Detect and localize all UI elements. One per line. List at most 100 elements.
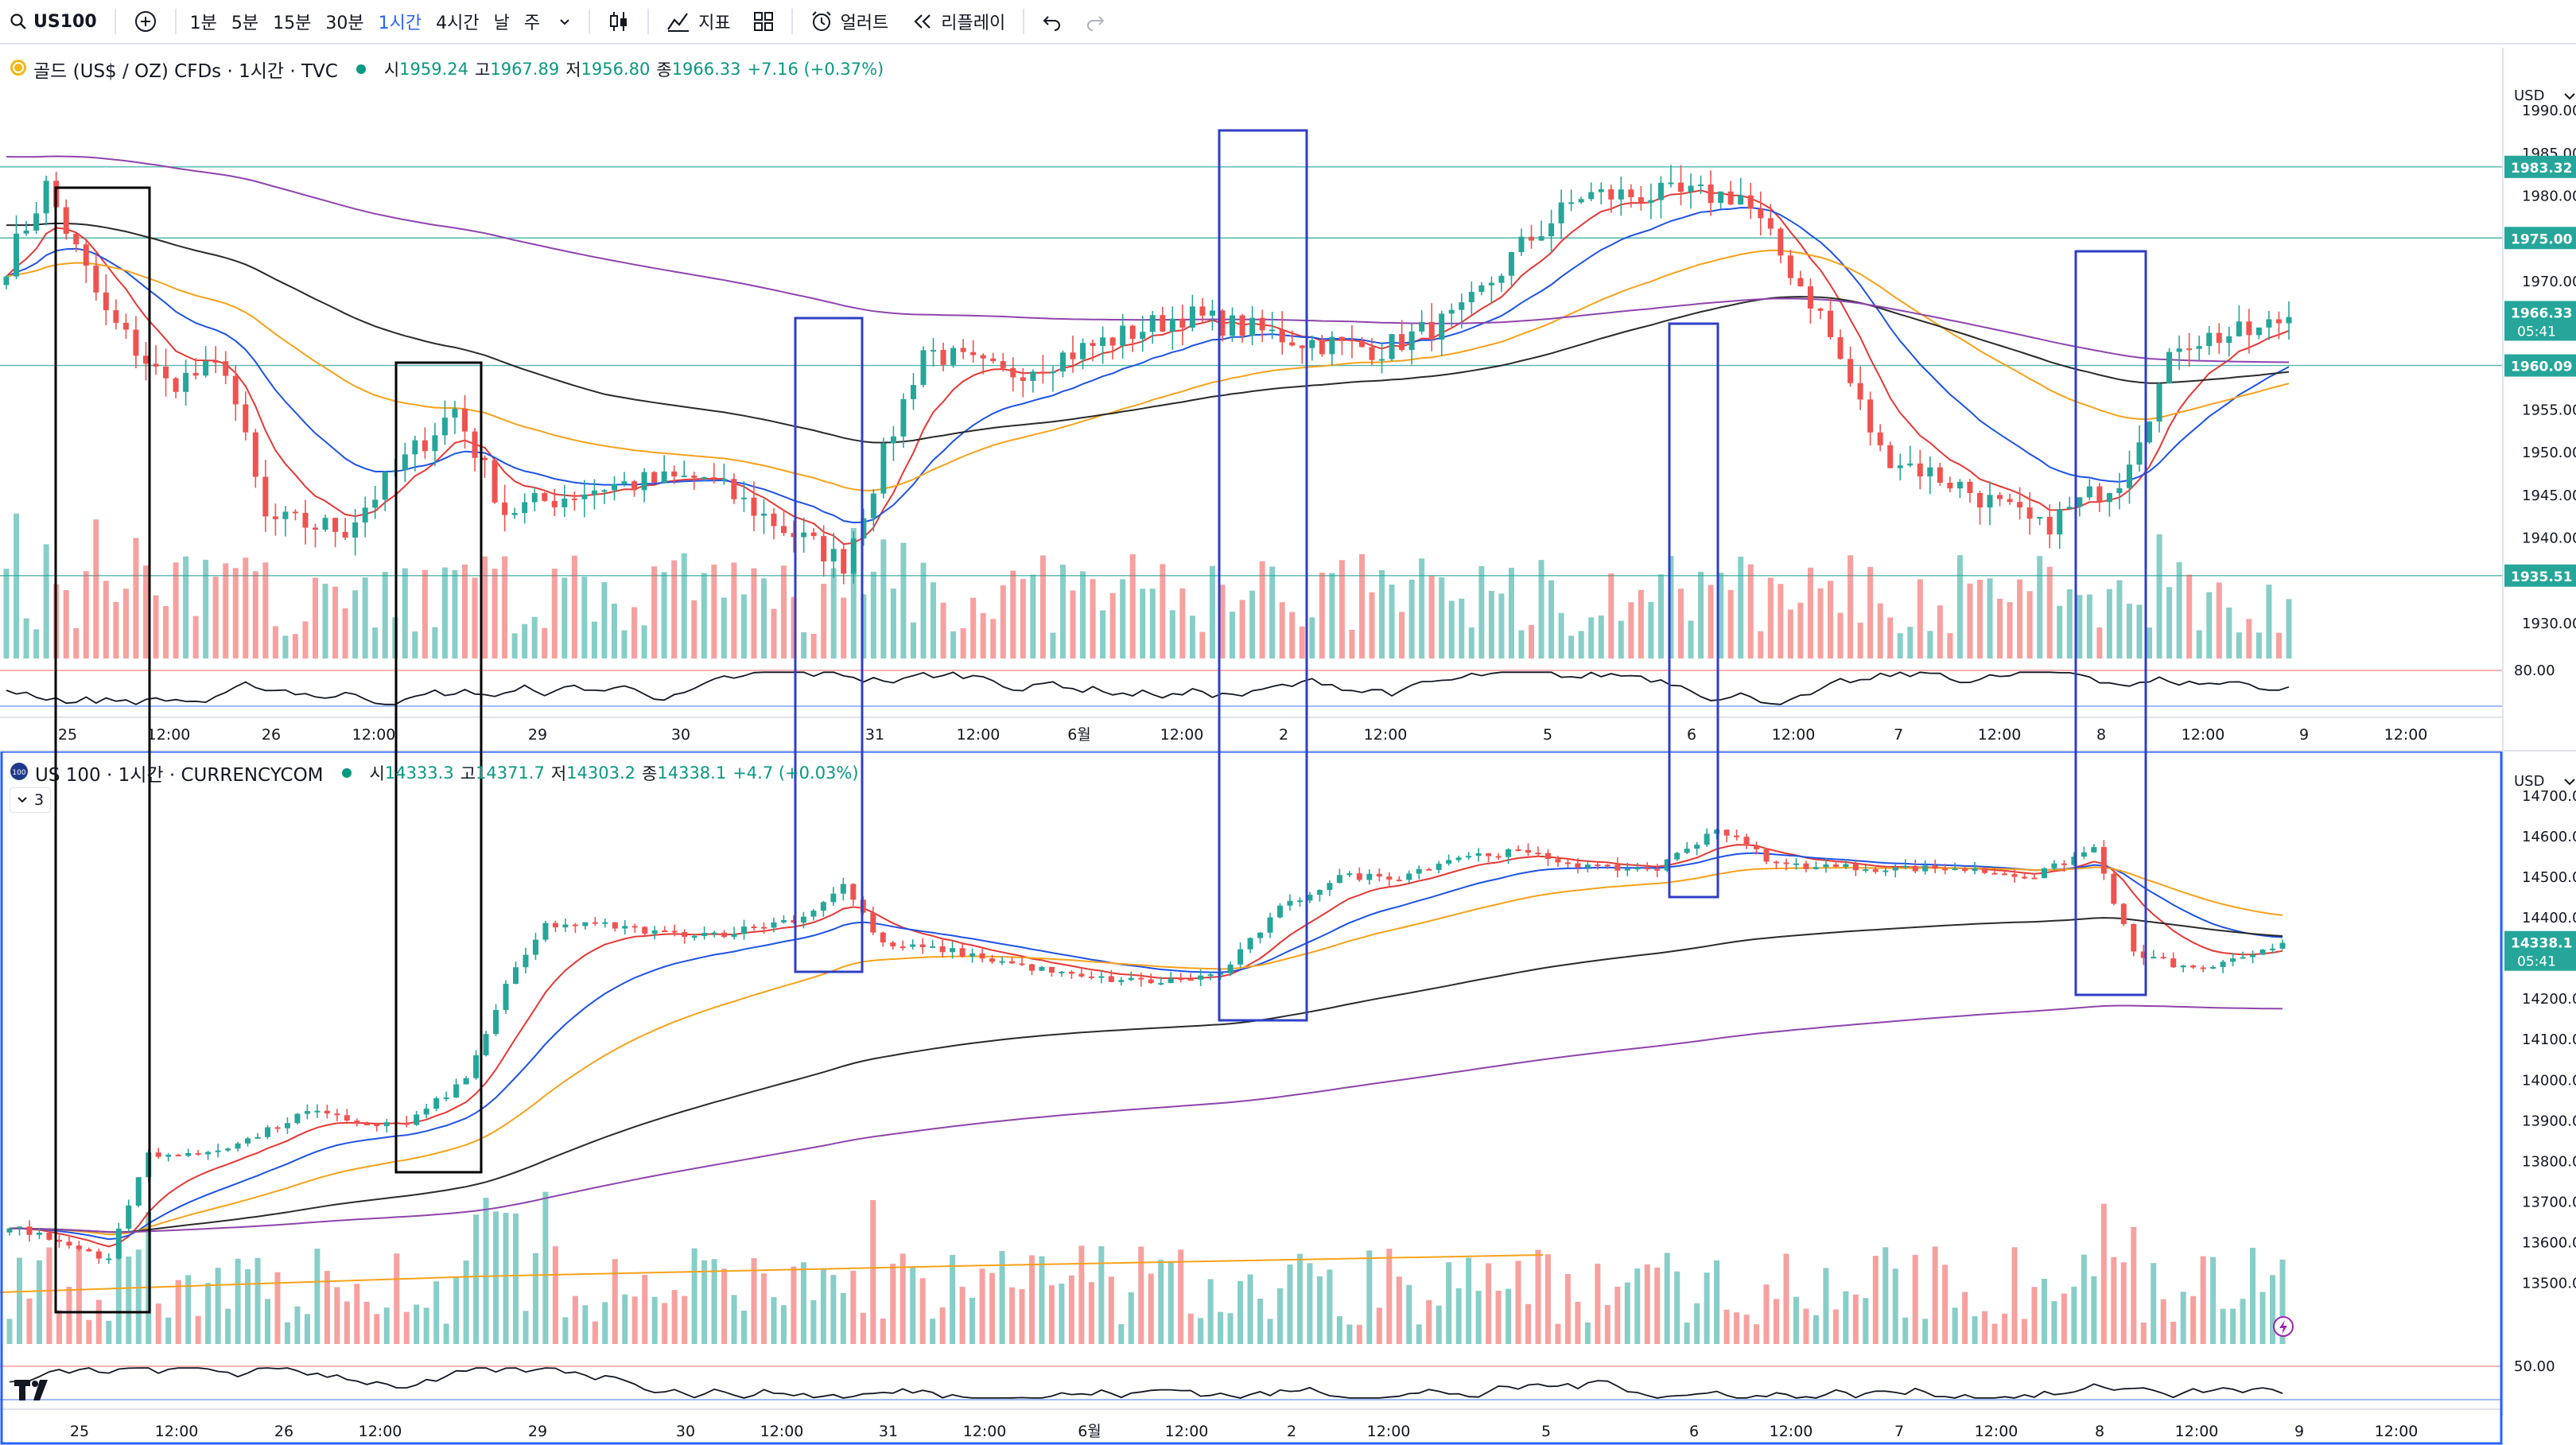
volume-bar — [503, 1212, 509, 1344]
candle-body — [1009, 961, 1016, 964]
timeframe-dropdown[interactable] — [547, 0, 582, 43]
volume-bar — [46, 1247, 52, 1344]
candle-body — [1478, 285, 1485, 293]
volume-bar — [751, 568, 757, 658]
volume-bar — [1239, 600, 1245, 658]
alerts-button[interactable]: 얼러트 — [799, 0, 900, 43]
price-tick: 1940.00 — [2522, 530, 2576, 547]
volume-bar — [1684, 1323, 1690, 1344]
volume-bar — [1168, 1262, 1174, 1344]
indicator-collapse-button[interactable]: 3 — [10, 787, 52, 813]
price-tick: 13800.0 — [2522, 1153, 2576, 1170]
candle-body — [2180, 965, 2186, 968]
redo-button[interactable] — [1074, 0, 1117, 43]
candle-body — [1078, 973, 1085, 977]
candle-body — [2147, 421, 2153, 443]
volume-bar — [1269, 566, 1276, 658]
timeframe-7[interactable]: 날 — [493, 14, 510, 33]
volume-bar — [2250, 1247, 2256, 1344]
undo-button[interactable] — [1031, 0, 1074, 43]
candle-body — [2196, 346, 2202, 349]
candle-body — [890, 942, 896, 947]
volume-bar — [552, 1246, 558, 1344]
price-tag — [2504, 564, 2576, 587]
candle-body — [870, 912, 876, 933]
volume-bar — [2041, 1278, 2047, 1344]
candle-body — [2126, 464, 2132, 488]
candle-body — [1793, 863, 1799, 865]
volume-bar — [920, 562, 927, 658]
volume-bar — [86, 1319, 92, 1344]
candle-body — [185, 1152, 192, 1156]
volume-bar — [850, 528, 857, 658]
candle-body — [1039, 966, 1045, 971]
chevron-down-icon — [558, 15, 571, 28]
candle-body — [106, 1258, 112, 1260]
timeframe-1[interactable]: 1분 — [189, 14, 217, 33]
volume-bar — [2086, 594, 2092, 658]
templates-button[interactable] — [742, 0, 785, 43]
volume-bar — [581, 577, 588, 658]
candle-body — [26, 1226, 33, 1235]
candle-body — [1169, 318, 1175, 332]
candle-body — [791, 919, 797, 923]
candle-body — [1887, 445, 1894, 468]
candle-body — [1327, 883, 1333, 891]
candle-body — [1279, 329, 1285, 343]
candle-body — [1598, 188, 1604, 192]
timeframe-8[interactable]: 주 — [523, 14, 541, 33]
timeframe-3[interactable]: 15분 — [273, 14, 312, 33]
volume-bar — [611, 604, 617, 658]
timeframe-2[interactable]: 5분 — [231, 14, 259, 33]
candle-body — [1937, 467, 1943, 483]
volume-bar — [1887, 617, 1894, 658]
indicator-count: 3 — [34, 791, 45, 809]
volume-bar — [1634, 1268, 1641, 1344]
pane1-title[interactable]: 골드 (US$ / OZ) CFDs · 1시간 · TVC — [33, 61, 338, 82]
volume-bar — [1296, 1253, 1303, 1344]
candle-body — [1129, 325, 1136, 340]
candle-body — [1448, 309, 1455, 314]
symbol-search-button[interactable]: US100 — [0, 0, 108, 43]
volume-bar — [1428, 576, 1435, 658]
candle-body — [402, 454, 408, 471]
candle-body — [1187, 979, 1194, 981]
volume-bar — [1140, 588, 1146, 658]
timeframe-6[interactable]: 4시간 — [436, 14, 480, 33]
chart-type-button[interactable] — [596, 0, 641, 43]
volume-bar — [2230, 1308, 2236, 1344]
candle-body — [2246, 321, 2252, 336]
timeframe-5[interactable]: 1시간 — [378, 14, 422, 33]
candle-body — [1088, 976, 1094, 978]
candle-body — [362, 507, 368, 522]
compare-symbol-button[interactable] — [122, 0, 169, 43]
volume-bar — [1588, 617, 1595, 658]
timeframe-4[interactable]: 30분 — [325, 14, 364, 33]
candle-body — [850, 538, 857, 574]
volume-bar — [1189, 616, 1195, 658]
volume-bar — [1219, 585, 1226, 658]
volume-bar — [760, 578, 767, 658]
replay-button[interactable]: 리플레이 — [899, 0, 1016, 43]
volume-bar — [1316, 1276, 1323, 1344]
volume-bar — [1892, 1268, 1898, 1344]
search-icon — [10, 13, 27, 30]
volume-bar — [651, 1296, 658, 1344]
pane2-title[interactable]: US 100 · 1시간 · CURRENCYCOM — [35, 765, 324, 786]
candle-body — [751, 497, 757, 516]
candle-body — [910, 944, 916, 947]
volume-bar — [551, 569, 558, 658]
candle-body — [33, 213, 40, 231]
volume-bar — [472, 577, 478, 658]
volume-bar — [1439, 577, 1445, 658]
volume-bar — [771, 608, 777, 658]
price-tick: 14200.0 — [2522, 991, 2576, 1008]
candle-body — [1832, 864, 1839, 867]
candle-body — [1987, 495, 1993, 508]
volume-bar — [473, 1214, 480, 1344]
indicators-button[interactable]: 지표 — [655, 0, 741, 43]
candle-body — [1708, 185, 1714, 204]
price-tick: 14100.0 — [2522, 1031, 2576, 1048]
candle-body — [363, 1124, 370, 1126]
